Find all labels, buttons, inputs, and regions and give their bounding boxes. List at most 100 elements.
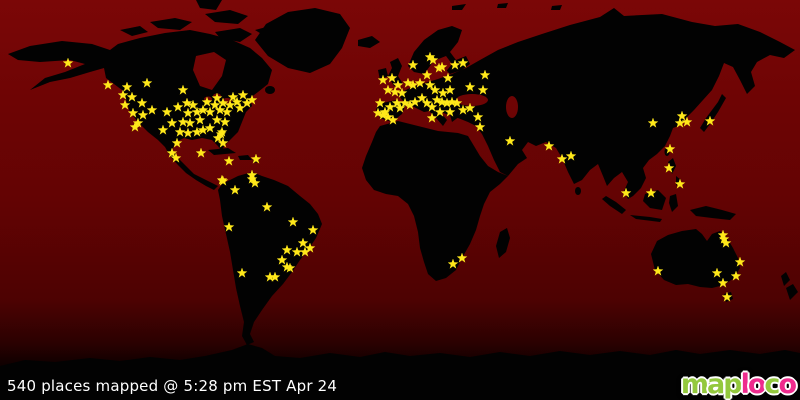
visitor-star <box>264 271 276 282</box>
visitor-star <box>117 89 129 100</box>
visitor-star <box>211 92 223 103</box>
visitor-star <box>431 94 443 105</box>
land-new-guinea <box>690 206 736 220</box>
visitor-star <box>219 116 231 127</box>
visitor-star <box>407 59 419 70</box>
land-newfoundland <box>265 86 275 94</box>
land-japan <box>700 94 726 132</box>
visitor-star <box>184 117 196 128</box>
visitor-star <box>474 121 486 132</box>
visitor-star <box>181 97 193 108</box>
visitor-star <box>250 153 262 164</box>
visitor-star <box>137 109 149 120</box>
visitor-star <box>718 233 730 244</box>
visitor-star <box>374 97 386 108</box>
visitor-star <box>227 91 239 102</box>
visitor-star <box>674 178 686 189</box>
black-sea <box>456 94 488 106</box>
inland-seas <box>193 52 518 118</box>
visitor-star <box>119 99 131 110</box>
visitor-star <box>177 116 189 127</box>
maploco-logo[interactable]: maploco <box>680 369 797 400</box>
visitor-star <box>421 69 433 80</box>
visitor-star <box>734 256 746 267</box>
visitor-star <box>307 224 319 235</box>
visitor-star <box>436 61 448 72</box>
visitor-star <box>132 117 144 128</box>
visitor-star <box>437 87 449 98</box>
visitor-star <box>281 244 293 255</box>
visitor-star <box>174 126 186 137</box>
visitor-star <box>201 96 213 107</box>
land-iceland <box>358 36 380 48</box>
visitor-star <box>161 106 173 117</box>
visitor-star <box>409 96 421 107</box>
visitor-star <box>681 116 693 127</box>
visitor-star <box>236 267 248 278</box>
visitor-star <box>377 109 389 120</box>
visitor-star <box>663 162 675 173</box>
visitor-star <box>426 112 438 123</box>
visitor-star <box>126 91 138 102</box>
visitor-star <box>504 135 516 146</box>
visitor-star <box>717 229 729 240</box>
visitor-star <box>434 106 446 117</box>
logo-letter: l <box>740 369 750 400</box>
visitor-star <box>464 102 476 113</box>
visitor-star <box>246 169 258 180</box>
visitor-star <box>704 115 716 126</box>
visitor-star <box>171 137 183 148</box>
visitor-star <box>565 150 577 161</box>
visitor-star <box>620 187 632 198</box>
status-text: 540 places mapped @ 5:28 pm EST Apr 24 <box>7 377 338 395</box>
visitor-star <box>197 104 209 115</box>
logo-letter: o <box>747 369 767 400</box>
visitor-star <box>396 87 408 98</box>
visitor-star <box>187 99 199 110</box>
visitor-star <box>386 72 398 83</box>
visitor-star <box>276 254 288 265</box>
logo-letter: m <box>680 369 709 400</box>
visitor-star <box>129 121 141 132</box>
visitor-star <box>451 97 463 108</box>
visitor-star <box>449 59 461 70</box>
visitor-star <box>224 99 236 110</box>
visitor-star <box>676 110 688 121</box>
visitor-star <box>407 79 419 90</box>
hudson-bay <box>193 52 226 90</box>
visitor-star <box>472 111 484 122</box>
visitor-star <box>166 147 178 158</box>
visitor-star <box>166 117 178 128</box>
visitor-star <box>204 122 216 133</box>
visitor-star <box>464 81 476 92</box>
visitor-star <box>444 84 456 95</box>
visitor-star <box>424 79 436 90</box>
visitor-star <box>382 111 394 122</box>
land-new-zealand <box>781 272 798 300</box>
logo-letter: o <box>778 369 797 400</box>
visitor-star <box>720 237 732 248</box>
visitor-star <box>121 81 133 92</box>
land-sri-lanka <box>575 187 581 195</box>
visitor-star <box>246 94 258 105</box>
visitor-star <box>172 101 184 112</box>
logo-letter: p <box>723 369 742 400</box>
visitor-star <box>229 184 241 195</box>
visitor-star <box>209 99 221 110</box>
visitor-star <box>284 262 296 273</box>
visitor-star <box>297 237 309 248</box>
land-ireland <box>378 68 388 80</box>
visitor-star <box>197 124 209 135</box>
visitor-star <box>299 246 311 257</box>
visitor-star <box>191 106 203 117</box>
visitor-star <box>217 137 229 148</box>
visitor-star <box>717 277 729 288</box>
visitor-star <box>141 77 153 88</box>
visitor-star <box>204 106 216 117</box>
visitor-star <box>647 117 659 128</box>
visitor-star <box>392 79 404 90</box>
visitor-star <box>212 132 224 143</box>
